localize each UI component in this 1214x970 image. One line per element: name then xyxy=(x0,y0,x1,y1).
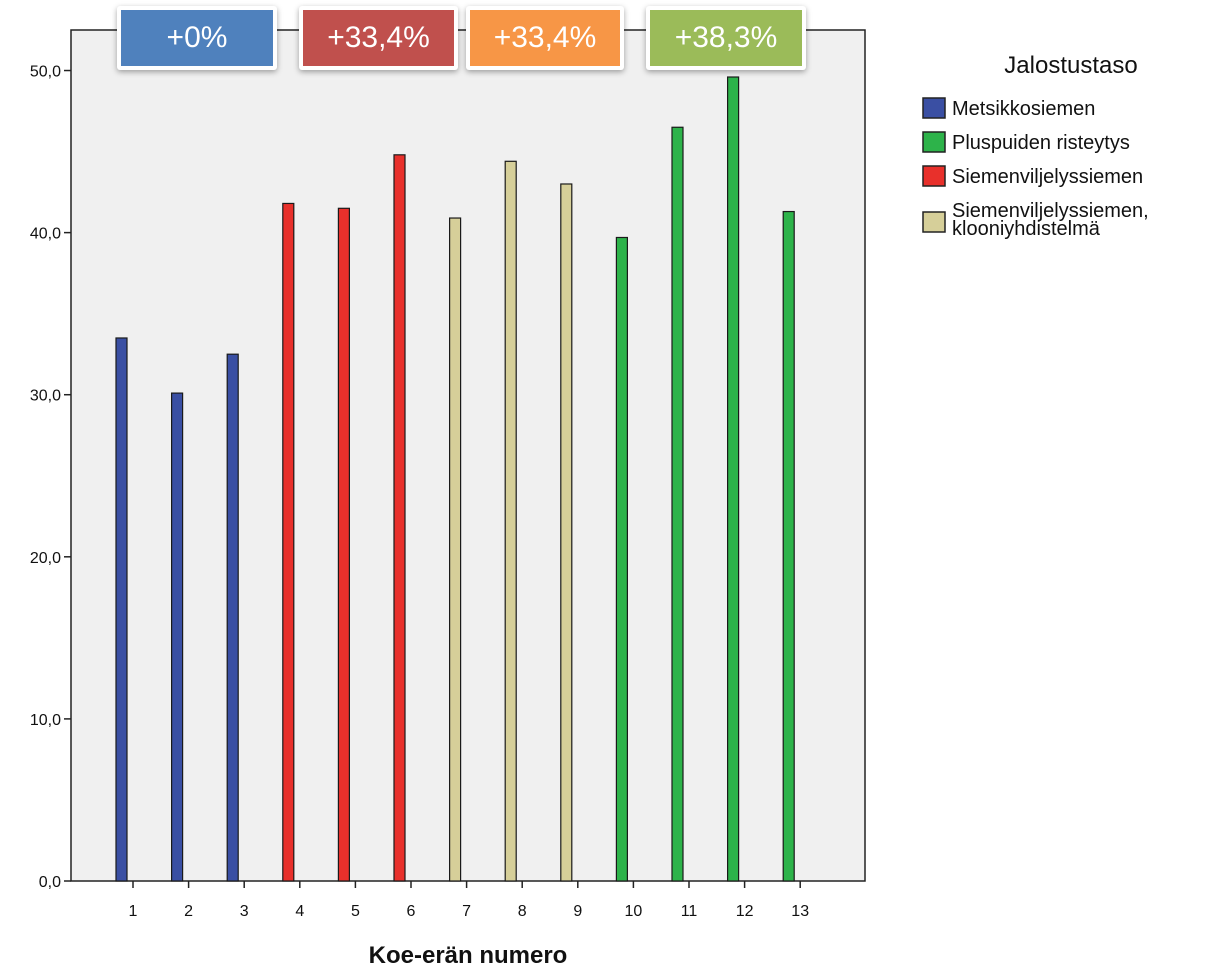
bar xyxy=(115,337,128,882)
y-tick-label: 40,0 xyxy=(30,226,61,243)
bar xyxy=(337,207,350,882)
bar xyxy=(671,126,684,882)
bar xyxy=(504,160,517,882)
y-tick-label: 0,0 xyxy=(39,874,61,891)
bar xyxy=(726,76,740,882)
legend-label: Pluspuiden risteytys xyxy=(952,132,1130,154)
legend-label: klooniyhdistelmä xyxy=(952,218,1101,240)
y-tick-label: 10,0 xyxy=(30,712,61,729)
bar xyxy=(393,154,406,882)
x-tick-label: 11 xyxy=(681,903,698,920)
bar xyxy=(560,183,573,882)
legend-swatch xyxy=(922,165,946,187)
x-tick-label: 7 xyxy=(462,903,471,920)
legend-swatch xyxy=(922,97,946,119)
legend-label: Siemenviljelyssiemen, xyxy=(952,200,1149,222)
bar xyxy=(615,236,629,882)
x-tick-label: 4 xyxy=(295,903,304,920)
bar xyxy=(171,392,184,882)
legend-swatch xyxy=(922,211,946,233)
bars xyxy=(115,76,795,882)
x-axis-label: Koe-erän numero xyxy=(369,942,568,969)
bar xyxy=(782,210,795,882)
y-tick-label: 20,0 xyxy=(30,550,61,567)
bar xyxy=(282,202,295,882)
legend: Jalostustaso Metsikkosiemen Pluspuiden ri… xyxy=(922,52,1149,240)
bar xyxy=(226,353,239,882)
x-tick-label: 1 xyxy=(129,903,138,920)
x-axis: 1 2 3 4 5 6 7 8 9 10 11 12 13 xyxy=(129,881,809,920)
x-tick-label: 8 xyxy=(518,903,527,920)
annotation-label: +33,4% xyxy=(303,10,454,66)
annotation-label: +0% xyxy=(121,10,273,66)
x-tick-label: 9 xyxy=(573,903,582,920)
x-tick-label: 12 xyxy=(736,903,754,920)
legend-label: Siemenviljelyssiemen xyxy=(952,166,1143,188)
annotation-badge: +33,4% xyxy=(466,6,624,70)
annotation-label: +38,3% xyxy=(650,10,802,66)
legend-label: Metsikkosiemen xyxy=(952,98,1095,120)
legend-item: Siemenviljelyssiemen xyxy=(922,165,1143,188)
annotation-badge: +0% xyxy=(117,6,277,70)
x-tick-label: 3 xyxy=(240,903,249,920)
legend-title: Jalostustaso xyxy=(1004,52,1137,79)
y-axis: 0,0 10,0 20,0 30,0 40,0 50,0 xyxy=(30,64,71,891)
annotation-badge: +33,4% xyxy=(299,6,458,70)
legend-swatch xyxy=(922,131,946,153)
bar xyxy=(449,217,462,882)
x-tick-label: 2 xyxy=(184,903,193,920)
x-tick-label: 10 xyxy=(625,903,643,920)
x-tick-label: 5 xyxy=(351,903,360,920)
annotation-label: +33,4% xyxy=(470,10,620,66)
annotation-badge: +38,3% xyxy=(646,6,806,70)
y-tick-label: 50,0 xyxy=(30,64,61,81)
legend-item: Siemenviljelyssiemen,klooniyhdistelmä xyxy=(922,200,1149,240)
plot-area xyxy=(70,29,866,882)
x-tick-label: 6 xyxy=(407,903,416,920)
legend-item: Metsikkosiemen xyxy=(922,97,1095,120)
y-tick-label: 30,0 xyxy=(30,388,61,405)
x-tick-label: 13 xyxy=(791,903,809,920)
legend-item: Pluspuiden risteytys xyxy=(922,131,1130,154)
